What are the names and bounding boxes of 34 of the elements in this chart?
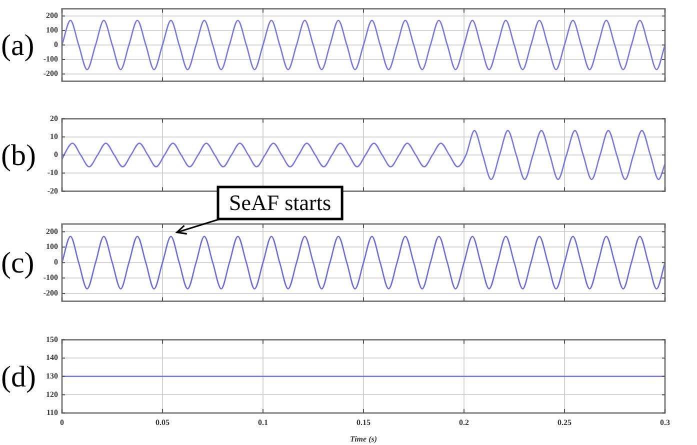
y-tick-label: 140 bbox=[46, 353, 58, 362]
y-tick-label: -200 bbox=[43, 69, 58, 78]
y-tick-label: 0 bbox=[54, 40, 58, 50]
y-tick-label: 120 bbox=[46, 390, 58, 399]
line-series bbox=[62, 130, 665, 180]
y-tick-label: 0 bbox=[54, 150, 58, 160]
y-tick-label: -20 bbox=[47, 186, 58, 196]
y-tick-label: 100 bbox=[46, 242, 58, 252]
text: (c) bbox=[1, 246, 34, 280]
y-tick-label: 20 bbox=[50, 114, 58, 123]
y-tick-label: 100 bbox=[46, 26, 58, 35]
text: (a) bbox=[1, 28, 34, 62]
x-tick-label: 0.05 bbox=[156, 418, 170, 427]
y-tick-label: 150 bbox=[46, 334, 58, 344]
y-tick-label: 0 bbox=[54, 258, 58, 267]
y-tick-label: 200 bbox=[46, 226, 58, 236]
text: (d) bbox=[1, 360, 36, 394]
annotation: SeAF starts bbox=[229, 190, 332, 215]
text: (b) bbox=[1, 138, 36, 172]
y-tick-label: 200 bbox=[46, 11, 58, 20]
x-tick-label: 0.25 bbox=[558, 418, 572, 427]
x-tick-label: 0 bbox=[60, 418, 64, 427]
x-tick-label: 0.15 bbox=[356, 418, 370, 427]
y-tick-label: -200 bbox=[43, 288, 58, 298]
y-tick-label: -100 bbox=[43, 54, 58, 64]
x-tick-label: 0.3 bbox=[660, 418, 670, 427]
x-tick-label: 0.1 bbox=[258, 418, 268, 427]
y-tick-label: 10 bbox=[50, 132, 58, 141]
x-axis-title: Time (s) bbox=[350, 434, 378, 444]
y-tick-label: 110 bbox=[46, 408, 58, 418]
y-tick-label: -10 bbox=[47, 168, 58, 178]
y-tick-label: 130 bbox=[46, 371, 58, 380]
y-tick-label: -100 bbox=[43, 273, 58, 282]
x-tick-label: 0.2 bbox=[459, 418, 469, 427]
